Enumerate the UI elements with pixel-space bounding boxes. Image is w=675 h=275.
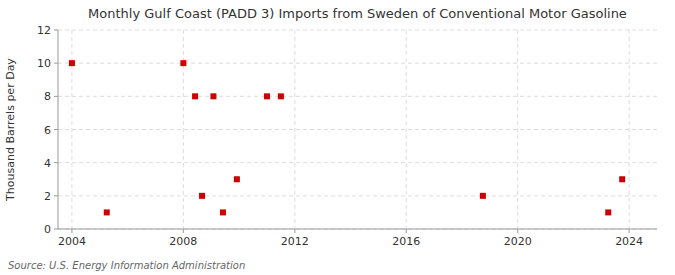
- x-tick: [629, 229, 630, 233]
- grid-line-y: [58, 229, 657, 230]
- grid-line-y: [58, 63, 657, 64]
- y-axis-label: Thousand Barrels per Day: [4, 58, 17, 202]
- point: [264, 93, 270, 99]
- y-tick-label: 0: [44, 223, 51, 236]
- title: Monthly Gulf Coast (PADD 3) Imports from…: [88, 6, 627, 21]
- x-tick-label: 2012: [281, 235, 309, 248]
- x-tick: [406, 229, 407, 233]
- grid-line-y: [58, 195, 657, 196]
- point: [210, 93, 216, 99]
- grid-line-y: [58, 129, 657, 130]
- y-tick: [54, 30, 58, 31]
- grid-line-x: [294, 30, 295, 229]
- x-tick-label: 2020: [504, 235, 532, 248]
- points: [69, 60, 625, 215]
- point: [234, 176, 240, 182]
- y-tick: [54, 129, 58, 130]
- x-tick-label: 2008: [169, 235, 197, 248]
- x-tick-label: 2024: [615, 235, 643, 248]
- point: [180, 60, 186, 66]
- point: [480, 193, 486, 199]
- point: [199, 193, 205, 199]
- y-tick: [54, 229, 58, 230]
- y-tick: [54, 96, 58, 97]
- grid-line-x: [629, 30, 630, 229]
- y-tick: [54, 63, 58, 64]
- grid-line-x: [183, 30, 184, 229]
- y-tick-label: 10: [37, 57, 51, 70]
- x-tick-label: 2016: [392, 235, 420, 248]
- y-tick: [54, 195, 58, 196]
- x-tick: [294, 229, 295, 233]
- y-tick-label: 6: [44, 124, 51, 137]
- point: [192, 93, 198, 99]
- y-tick: [54, 162, 58, 163]
- point: [220, 209, 226, 215]
- y-tick-label: 8: [44, 90, 51, 103]
- point: [605, 209, 611, 215]
- y-tick-label: 12: [37, 24, 51, 37]
- x-tick: [183, 229, 184, 233]
- grid-line-x: [71, 30, 72, 229]
- y-tick-label: 4: [44, 157, 51, 170]
- grid-line-x: [406, 30, 407, 229]
- source-note: Source: U.S. Energy Information Administ…: [8, 260, 245, 271]
- point: [104, 209, 110, 215]
- x-tick: [71, 229, 72, 233]
- chart: 2004 2008 2012 2016 2020 2024 0 2 4 6 8 10 12 Thousan…: [0, 0, 675, 275]
- grid-line-y: [58, 96, 657, 97]
- x-axis-line: [58, 229, 657, 230]
- point: [619, 176, 625, 182]
- grid-line-y: [58, 162, 657, 163]
- grid-line-x: [517, 30, 518, 229]
- grid-line-y: [58, 30, 657, 31]
- grid: [58, 30, 657, 229]
- axes: 2004 2008 2012 2016 2020 2024 0 2 4 6 8 10 12: [37, 24, 657, 248]
- x-tick-label: 2004: [58, 235, 86, 248]
- y-tick-label: 2: [44, 190, 51, 203]
- point: [69, 60, 75, 66]
- x-tick: [517, 229, 518, 233]
- point: [278, 93, 284, 99]
